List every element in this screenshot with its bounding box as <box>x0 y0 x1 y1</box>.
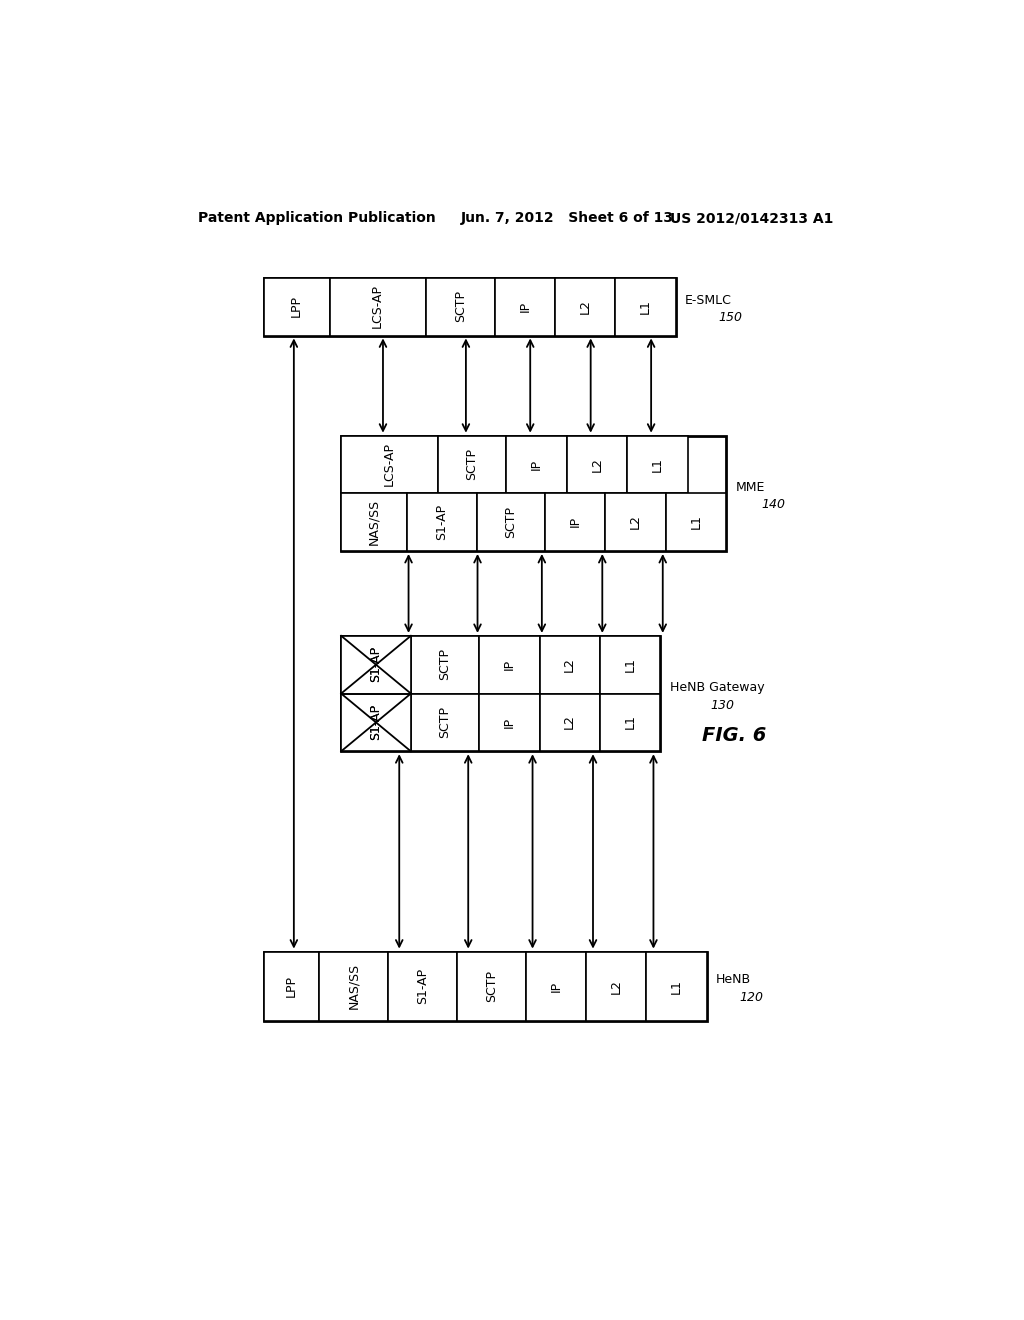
Bar <box>555 277 615 335</box>
Text: SCTP: SCTP <box>438 648 452 680</box>
Bar <box>263 952 707 1020</box>
Bar <box>458 952 525 1020</box>
Bar <box>341 636 411 751</box>
Bar <box>566 436 627 494</box>
Text: S1-AP: S1-AP <box>370 704 383 741</box>
Text: IP: IP <box>530 458 543 470</box>
Text: IP: IP <box>518 301 531 312</box>
Bar <box>479 636 540 693</box>
Text: SCTP: SCTP <box>466 447 478 480</box>
Bar <box>341 693 411 751</box>
Text: SCTP: SCTP <box>505 506 517 537</box>
Bar <box>525 952 586 1020</box>
Bar <box>319 952 388 1020</box>
Bar <box>341 636 411 693</box>
Text: L1: L1 <box>689 515 702 529</box>
Bar <box>506 436 566 494</box>
Text: HeNB Gateway: HeNB Gateway <box>670 681 764 694</box>
Text: SCTP: SCTP <box>485 970 498 1002</box>
Text: L1: L1 <box>651 457 664 471</box>
Text: FIG. 6: FIG. 6 <box>701 726 766 746</box>
Text: L2: L2 <box>563 714 577 730</box>
Bar <box>605 494 666 552</box>
Text: NAS/SS: NAS/SS <box>347 964 360 1010</box>
Bar <box>341 636 660 751</box>
Text: HeNB: HeNB <box>716 973 752 986</box>
Text: Patent Application Publication: Patent Application Publication <box>198 211 435 226</box>
Text: IP: IP <box>503 717 516 727</box>
Bar <box>540 636 600 693</box>
Text: US 2012/0142313 A1: US 2012/0142313 A1 <box>671 211 834 226</box>
Bar <box>479 693 540 751</box>
Text: LPP: LPP <box>285 975 298 997</box>
Text: L1: L1 <box>624 657 637 672</box>
Bar <box>263 952 319 1020</box>
Text: L1: L1 <box>624 714 637 730</box>
Text: L2: L2 <box>629 515 642 529</box>
Bar <box>545 494 605 552</box>
Text: S1-AP: S1-AP <box>370 704 383 741</box>
Text: NAS/SS: NAS/SS <box>368 499 380 545</box>
Bar <box>407 494 477 552</box>
Bar <box>600 636 660 693</box>
Bar <box>341 494 407 552</box>
Text: L2: L2 <box>591 457 603 471</box>
Bar <box>540 693 600 751</box>
Text: IP: IP <box>568 516 582 528</box>
Bar <box>341 693 411 751</box>
Text: MME: MME <box>735 480 765 494</box>
Text: 130: 130 <box>711 698 735 711</box>
Text: SCTP: SCTP <box>438 706 452 738</box>
Bar <box>263 277 330 335</box>
Bar <box>627 436 687 494</box>
Bar <box>330 277 426 335</box>
Bar <box>263 277 676 335</box>
Text: E-SMLC: E-SMLC <box>685 293 732 306</box>
Text: LCS-AP: LCS-AP <box>383 442 395 486</box>
Text: L2: L2 <box>563 657 577 672</box>
Text: L2: L2 <box>609 978 623 994</box>
Text: LCS-AP: LCS-AP <box>371 284 384 329</box>
Text: IP: IP <box>503 659 516 669</box>
Bar <box>341 436 726 552</box>
Bar <box>438 436 506 494</box>
Text: L1: L1 <box>639 298 652 314</box>
Bar <box>586 952 646 1020</box>
Bar <box>341 436 438 494</box>
Text: S1-AP: S1-AP <box>435 504 449 540</box>
Text: 140: 140 <box>761 499 785 511</box>
Bar <box>600 693 660 751</box>
Bar <box>341 636 411 693</box>
Text: 150: 150 <box>719 312 742 325</box>
Text: S1-AP: S1-AP <box>370 647 383 682</box>
Text: L2: L2 <box>579 298 592 314</box>
Bar <box>615 277 676 335</box>
Bar <box>411 693 479 751</box>
Bar <box>495 277 555 335</box>
Text: LPP: LPP <box>290 296 303 317</box>
Text: 120: 120 <box>739 991 764 1005</box>
Text: S1-AP: S1-AP <box>416 968 429 1005</box>
Text: L1: L1 <box>670 978 683 994</box>
Bar <box>411 636 479 693</box>
Bar <box>388 952 458 1020</box>
Text: IP: IP <box>549 981 562 991</box>
Bar <box>426 277 495 335</box>
Bar <box>477 494 545 552</box>
Bar <box>646 952 707 1020</box>
Bar <box>666 494 726 552</box>
Text: SCTP: SCTP <box>454 290 467 322</box>
Text: S1-AP: S1-AP <box>370 647 383 682</box>
Text: Jun. 7, 2012   Sheet 6 of 13: Jun. 7, 2012 Sheet 6 of 13 <box>461 211 674 226</box>
